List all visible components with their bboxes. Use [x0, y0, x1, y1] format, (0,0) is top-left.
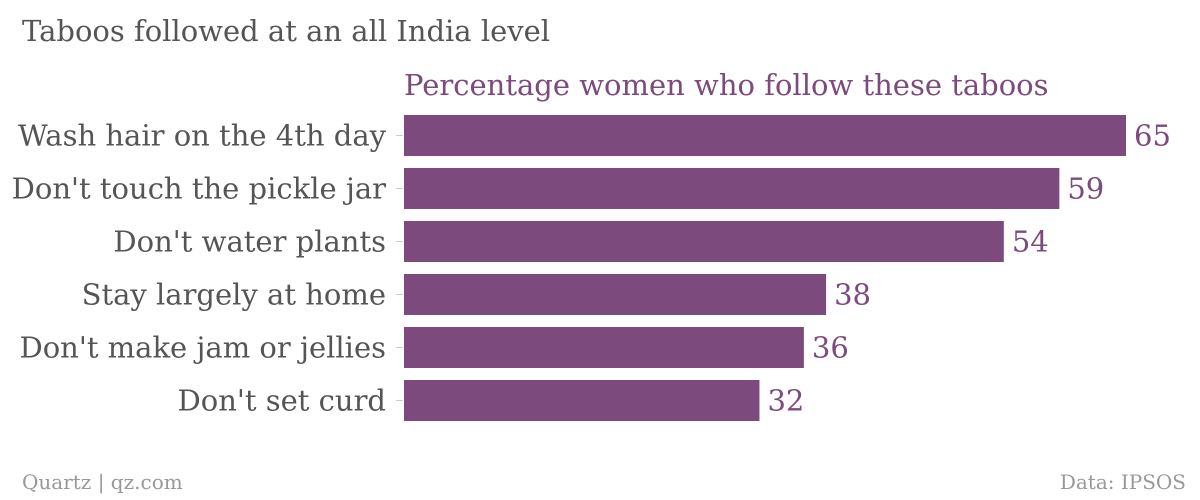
value-label: 32 [767, 384, 804, 418]
bar [404, 221, 1004, 262]
source-credit: Quartz | qz.com [22, 470, 183, 494]
value-label: 38 [834, 278, 871, 312]
value-label: 65 [1134, 119, 1171, 153]
chart-subtitle: Percentage women who follow these taboos [404, 68, 1049, 102]
value-label: 59 [1067, 172, 1104, 206]
category-label: Don't set curd [178, 384, 387, 418]
bar [404, 380, 760, 421]
bar [404, 168, 1060, 209]
value-label: 36 [812, 331, 849, 365]
category-label: Don't water plants [113, 225, 386, 259]
data-source: Data: IPSOS [1059, 470, 1186, 494]
category-label: Wash hair on the 4th day [18, 119, 387, 153]
bar [404, 327, 804, 368]
category-label: Stay largely at home [82, 278, 386, 312]
category-label: Don't touch the pickle jar [12, 172, 386, 206]
bar [404, 115, 1126, 156]
bar [404, 274, 827, 315]
chart-title: Taboos followed at an all India level [22, 14, 551, 48]
value-label: 54 [1012, 225, 1049, 259]
category-label: Don't make jam or jellies [19, 331, 386, 365]
